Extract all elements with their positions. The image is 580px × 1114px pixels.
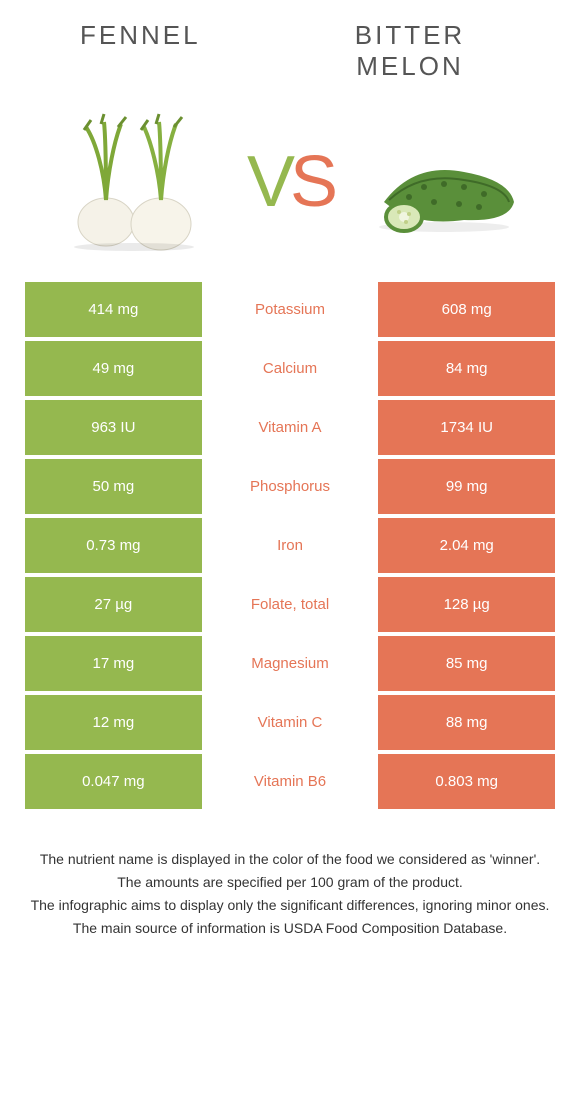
- value-right: 85 mg: [378, 636, 555, 691]
- footer-line: The amounts are specified per 100 gram o…: [30, 872, 550, 893]
- value-right: 0.803 mg: [378, 754, 555, 809]
- value-right: 2.04 mg: [378, 518, 555, 573]
- bitter-melon-image: [364, 112, 524, 252]
- hero-row: VS: [10, 102, 570, 282]
- value-left: 0.047 mg: [25, 754, 202, 809]
- nutrient-table: 414 mgPotassium608 mg49 mgCalcium84 mg96…: [25, 282, 555, 809]
- fennel-image: [56, 112, 216, 252]
- nutrient-row: 0.73 mgIron2.04 mg: [25, 518, 555, 573]
- footer-line: The infographic aims to display only the…: [30, 895, 550, 916]
- vs-v: V: [247, 142, 290, 222]
- nutrient-label: Vitamin A: [202, 400, 379, 455]
- value-left: 414 mg: [25, 282, 202, 337]
- title-row: FENNEL BITTERMELON: [10, 20, 570, 82]
- nutrient-row: 12 mgVitamin C88 mg: [25, 695, 555, 750]
- nutrient-row: 27 µgFolate, total128 µg: [25, 577, 555, 632]
- nutrient-label: Vitamin C: [202, 695, 379, 750]
- nutrient-row: 963 IUVitamin A1734 IU: [25, 400, 555, 455]
- title-right-text: BITTERMELON: [355, 20, 465, 81]
- vs-label: VS: [247, 141, 333, 223]
- nutrient-label: Vitamin B6: [202, 754, 379, 809]
- footer-line: The main source of information is USDA F…: [30, 918, 550, 939]
- value-right: 84 mg: [378, 341, 555, 396]
- nutrient-row: 0.047 mgVitamin B60.803 mg: [25, 754, 555, 809]
- value-right: 99 mg: [378, 459, 555, 514]
- value-left: 12 mg: [25, 695, 202, 750]
- footer-notes: The nutrient name is displayed in the co…: [10, 849, 570, 939]
- nutrient-row: 50 mgPhosphorus99 mg: [25, 459, 555, 514]
- nutrient-label: Calcium: [202, 341, 379, 396]
- value-right: 1734 IU: [378, 400, 555, 455]
- nutrient-label: Folate, total: [202, 577, 379, 632]
- title-right: BITTERMELON: [300, 20, 520, 82]
- value-left: 49 mg: [25, 341, 202, 396]
- vs-s: S: [290, 142, 333, 222]
- value-right: 88 mg: [378, 695, 555, 750]
- nutrient-label: Potassium: [202, 282, 379, 337]
- value-left: 17 mg: [25, 636, 202, 691]
- nutrient-row: 414 mgPotassium608 mg: [25, 282, 555, 337]
- nutrient-label: Iron: [202, 518, 379, 573]
- nutrient-row: 49 mgCalcium84 mg: [25, 341, 555, 396]
- value-left: 50 mg: [25, 459, 202, 514]
- value-left: 963 IU: [25, 400, 202, 455]
- nutrient-label: Magnesium: [202, 636, 379, 691]
- value-right: 608 mg: [378, 282, 555, 337]
- title-left: FENNEL: [60, 20, 300, 82]
- value-left: 0.73 mg: [25, 518, 202, 573]
- nutrient-row: 17 mgMagnesium85 mg: [25, 636, 555, 691]
- value-right: 128 µg: [378, 577, 555, 632]
- footer-line: The nutrient name is displayed in the co…: [30, 849, 550, 870]
- nutrient-label: Phosphorus: [202, 459, 379, 514]
- value-left: 27 µg: [25, 577, 202, 632]
